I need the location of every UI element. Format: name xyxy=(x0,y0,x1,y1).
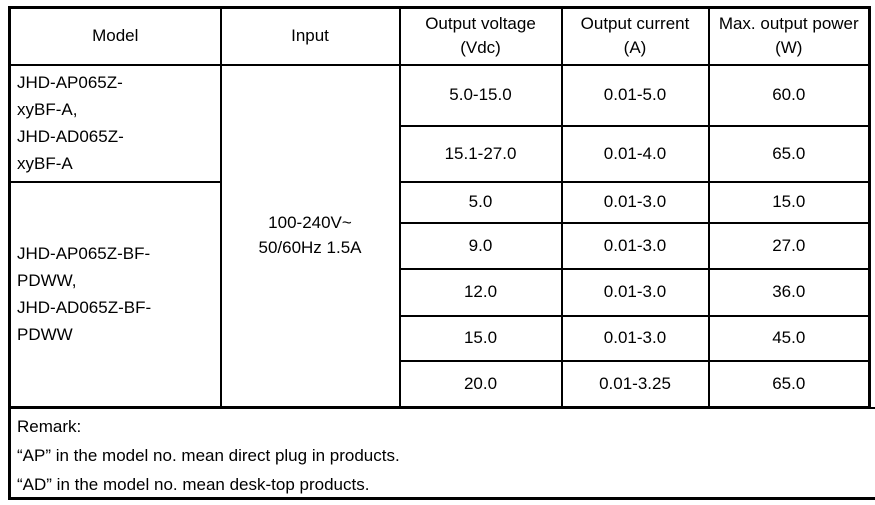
table-row: 15.0 0.01-3.0 45.0 xyxy=(10,314,871,362)
voltage-cell: 9.0 xyxy=(398,221,563,270)
power-cell: 27.0 xyxy=(707,221,871,270)
voltage-cell: 15.0 xyxy=(398,314,563,362)
column-header-power: Max. output power (W) xyxy=(707,6,871,66)
table-row: 20.0 0.01-3.25 65.0 xyxy=(10,359,871,409)
column-header-current: Output current (A) xyxy=(560,6,710,66)
table-row: JHD-AP065Z-BF- PDWW, JHD-AD065Z-BF- PDWW… xyxy=(8,180,871,409)
power-cell: 15.0 xyxy=(707,180,871,224)
model-cell-group1: JHD-AP065Z- xyBF-A, JHD-AD065Z- xyBF-A xyxy=(8,63,222,183)
model-line: JHD-AP065Z-BF- xyxy=(17,243,151,263)
column-header-voltage: Output voltage (Vdc) xyxy=(398,6,563,66)
model-line: JHD-AD065Z-BF- xyxy=(17,298,152,318)
spec-table: Model Input Output voltage (Vdc) Output … xyxy=(8,6,871,409)
power-cell: 45.0 xyxy=(707,314,871,362)
table-row: 15.1-27.0 0.01-4.0 65.0 xyxy=(10,124,871,183)
power-cell: 65.0 xyxy=(707,124,871,183)
current-cell: 0.01-3.0 xyxy=(560,180,710,224)
header-row: Model Input Output voltage (Vdc) Output … xyxy=(8,6,871,66)
model-line: PDWW xyxy=(17,325,73,345)
model-line: xyBF-A, xyxy=(17,99,78,119)
current-cell: 0.01-5.0 xyxy=(560,63,710,127)
remark-line-ap: “AP” in the model no. mean direct plug i… xyxy=(17,445,400,465)
model-line: xyBF-A xyxy=(17,154,73,174)
remark-title: Remark: xyxy=(17,417,82,436)
current-cell: 0.01-3.25 xyxy=(560,359,710,409)
input-cell: 100-240V~ 50/60Hz 1.5A xyxy=(219,63,401,409)
column-header-model: Model xyxy=(8,6,222,66)
voltage-cell: 15.1-27.0 xyxy=(398,124,563,183)
table-row: 9.0 0.01-3.0 27.0 xyxy=(10,221,871,270)
voltage-cell: 5.0 xyxy=(398,180,563,224)
table-row: JHD-AP065Z- xyBF-A, JHD-AD065Z- xyBF-A 1… xyxy=(8,63,871,409)
column-header-input: Input xyxy=(219,6,401,66)
power-cell: 65.0 xyxy=(707,359,871,409)
voltage-cell: 5.0-15.0 xyxy=(398,63,563,127)
input-line: 50/60Hz 1.5A xyxy=(258,237,362,257)
model-line: JHD-AD065Z- xyxy=(17,127,124,146)
power-cell: 36.0 xyxy=(707,267,871,317)
input-line: 100-240V~ xyxy=(268,213,352,233)
current-cell: 0.01-3.0 xyxy=(560,267,710,317)
power-cell: 60.0 xyxy=(707,63,871,127)
table-row: 12.0 0.01-3.0 36.0 xyxy=(10,267,871,317)
current-cell: 0.01-3.0 xyxy=(560,221,710,270)
remark-line-ad: “AD” in the model no. mean desk-top prod… xyxy=(17,474,370,494)
voltage-cell: 12.0 xyxy=(398,267,563,317)
model-line: JHD-AP065Z- xyxy=(17,72,123,92)
model-cell-group2: JHD-AP065Z-BF- PDWW, JHD-AD065Z-BF- PDWW xyxy=(8,180,222,409)
current-cell: 0.01-4.0 xyxy=(560,124,710,183)
model-line: PDWW, xyxy=(17,271,77,291)
current-cell: 0.01-3.0 xyxy=(560,314,710,362)
voltage-cell: 20.0 xyxy=(398,359,563,409)
remark-section: Remark: “AP” in the model no. mean direc… xyxy=(8,407,875,500)
